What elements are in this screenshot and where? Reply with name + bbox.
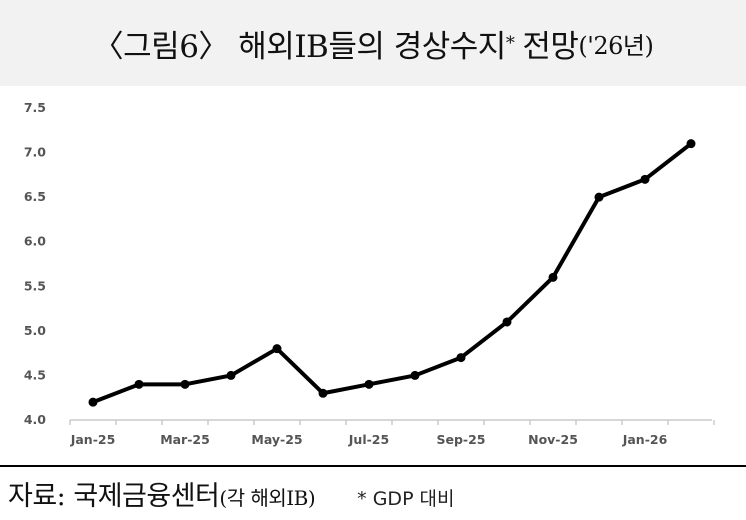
chart-title: 〈그림6〉 해외IB들의 경상수지 * 전망 ('26년) bbox=[0, 0, 746, 86]
title-main: 〈그림6〉 해외IB들의 경상수지 bbox=[92, 28, 507, 65]
source-label: 자료: 국제금융센터(각 해외IB) bbox=[8, 481, 316, 512]
data-series bbox=[88, 139, 696, 407]
data-point bbox=[134, 379, 144, 389]
data-point bbox=[548, 272, 558, 282]
data-point bbox=[410, 370, 420, 380]
y-tick-label: 7.0 bbox=[24, 145, 46, 160]
footnote: * GDP 대비 bbox=[357, 488, 455, 510]
data-point bbox=[364, 379, 374, 389]
title-paren: ('26년) bbox=[578, 31, 654, 60]
data-point bbox=[640, 174, 650, 184]
y-tick-label: 5.5 bbox=[24, 278, 46, 293]
data-point bbox=[318, 388, 328, 398]
data-point bbox=[686, 139, 696, 149]
y-tick-label: 4.5 bbox=[24, 367, 46, 382]
y-tick-label: 6.5 bbox=[24, 189, 46, 204]
x-tick-label: Mar-25 bbox=[160, 432, 210, 447]
data-point bbox=[456, 353, 466, 363]
x-axis: Jan-25 Mar-25 May-25 Jul-25 Sep-25 Nov-25 Jan-… bbox=[69, 419, 715, 447]
y-tick-label: 5.0 bbox=[24, 323, 46, 338]
y-axis-ticks: 4.0 4.5 5.0 5.5 6.0 6.5 7.0 7.5 bbox=[24, 100, 46, 427]
line-chart: 4.0 4.5 5.0 5.5 6.0 6.5 7.0 7.5 Jan-25 Mar-25 May… bbox=[24, 100, 715, 447]
y-tick-label: 7.5 bbox=[24, 100, 46, 115]
x-tick-label: May-25 bbox=[251, 432, 302, 447]
data-point bbox=[272, 344, 282, 354]
x-tick-label: Jul-25 bbox=[348, 432, 389, 447]
y-tick-label: 6.0 bbox=[24, 234, 46, 249]
footer: 자료: 국제금융센터(각 해외IB) * GDP 대비 bbox=[8, 474, 455, 514]
title-tail: 전망 bbox=[522, 28, 579, 65]
data-point bbox=[226, 370, 236, 380]
x-tick-label: Nov-25 bbox=[528, 432, 578, 447]
data-point bbox=[594, 192, 604, 202]
title-asterisk: * bbox=[505, 32, 515, 54]
series-line bbox=[92, 142, 693, 405]
title-bar bbox=[0, 0, 746, 86]
y-tick-label: 4.0 bbox=[24, 412, 46, 427]
data-point bbox=[88, 397, 98, 407]
data-point bbox=[502, 317, 512, 327]
data-point bbox=[180, 379, 190, 389]
x-tick-label: Jan-25 bbox=[70, 432, 116, 447]
x-tick-label: Jan-26 bbox=[622, 432, 668, 447]
x-tick-label: Sep-25 bbox=[436, 432, 485, 447]
footer-divider bbox=[0, 465, 746, 467]
